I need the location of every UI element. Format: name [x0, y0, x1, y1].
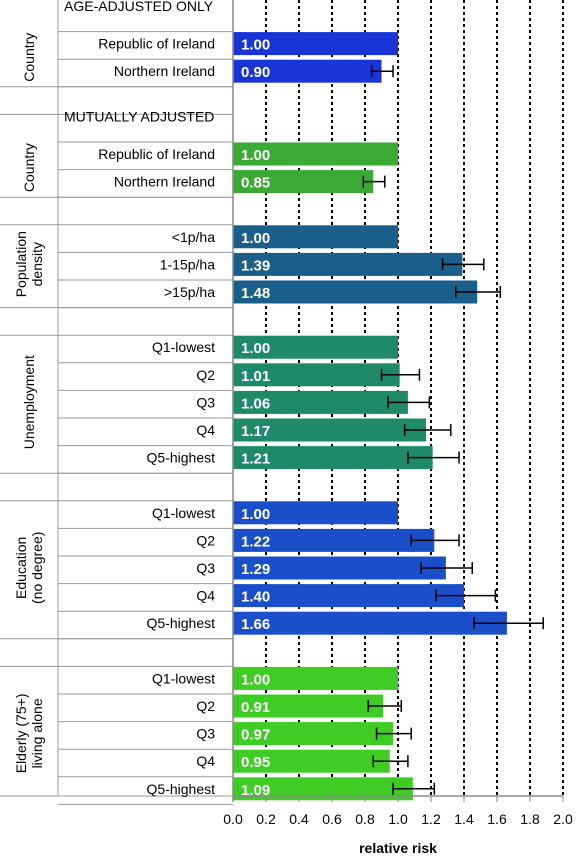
row-label: >15p/ha [164, 284, 215, 300]
row-label: Q2 [196, 367, 215, 383]
bar-value-label: 1.00 [241, 340, 270, 357]
bar [233, 446, 433, 470]
row-label: Q5-highest [147, 781, 216, 797]
row-label: <1p/ha [172, 229, 215, 245]
group-label: Education(no degree) [13, 532, 45, 604]
group-label-line: (no degree) [29, 532, 45, 604]
group-label-line: Country [21, 33, 37, 82]
bar [233, 556, 446, 580]
group-label: Unemployment [21, 355, 37, 449]
row-label: Q2 [196, 532, 215, 548]
bar [233, 418, 427, 442]
row-label: Q3 [196, 394, 215, 410]
bar-value-label: 0.91 [241, 699, 270, 716]
row-label: 1-15p/ha [160, 256, 215, 272]
row-label: Q4 [196, 753, 215, 769]
bar-value-label: 0.85 [241, 175, 270, 192]
bar-value-label: 1.00 [241, 671, 270, 688]
bar [233, 59, 382, 83]
x-tick-label: 1.8 [520, 811, 540, 827]
bar-value-label: 1.39 [241, 257, 270, 274]
x-tick-label: 0.2 [256, 811, 276, 827]
bar-value-label: 1.09 [241, 782, 270, 799]
bar [233, 584, 464, 608]
bar [233, 225, 398, 249]
group-label-line: Population [13, 231, 29, 297]
group-label-line: density [29, 242, 45, 286]
bar-value-label: 1.00 [241, 37, 270, 54]
bar [233, 611, 507, 635]
row-label: Q4 [196, 588, 215, 604]
bar [233, 501, 398, 525]
bar-value-label: 1.21 [241, 451, 270, 468]
row-label: Q1-lowest [152, 339, 215, 355]
group-label-line: Education [13, 537, 29, 599]
bar [233, 722, 394, 746]
bar [233, 363, 400, 387]
bar [233, 390, 408, 414]
row-label: Q5-highest [147, 615, 216, 631]
bar [233, 777, 413, 801]
bar-value-label: 1.22 [241, 533, 270, 550]
x-tick-label: 1.4 [454, 811, 474, 827]
bar [233, 142, 398, 166]
row-label: Q4 [196, 422, 215, 438]
row-label: Q3 [196, 726, 215, 742]
x-tick-label: 1.6 [487, 811, 507, 827]
bar-value-label: 1.00 [241, 147, 270, 164]
bar-value-label: 1.40 [241, 589, 270, 606]
group-label: Country [21, 143, 37, 192]
group-label: Country [21, 33, 37, 82]
x-tick-label: 1.0 [388, 811, 408, 827]
x-tick-label: 1.2 [421, 811, 441, 827]
bar-value-label: 1.00 [241, 230, 270, 247]
bar-value-label: 0.95 [241, 754, 270, 771]
bar-value-label: 1.01 [241, 368, 270, 385]
row-label: Republic of Ireland [98, 146, 215, 162]
section-heading: AGE-ADJUSTED ONLY [64, 0, 214, 14]
row-label: Republic of Ireland [98, 36, 215, 52]
row-label: Q3 [196, 560, 215, 576]
group-label: Elderly (75+)living alone [13, 694, 45, 774]
bar [233, 528, 435, 552]
x-tick-label: 0.6 [322, 811, 342, 827]
bar-value-label: 1.48 [241, 285, 270, 302]
row-label: Q5-highest [147, 450, 216, 466]
row-label: Northern Ireland [114, 174, 215, 190]
bar [233, 170, 374, 194]
bar-value-label: 1.06 [241, 395, 270, 412]
group-label-line: Unemployment [21, 355, 37, 449]
group-label-line: living alone [29, 698, 45, 768]
bar [233, 666, 398, 690]
x-tick-label: 0.0 [223, 811, 243, 827]
group-label: Populationdensity [13, 231, 45, 297]
row-label: Q1-lowest [152, 505, 215, 521]
x-axis-label: relative risk [359, 840, 437, 856]
group-label-line: Elderly (75+) [13, 694, 29, 774]
group-label-line: Country [21, 143, 37, 192]
bar-value-label: 0.90 [241, 64, 270, 81]
bar-value-label: 1.66 [241, 616, 270, 633]
bar [233, 252, 463, 276]
bar [233, 280, 478, 304]
bar [233, 32, 398, 56]
bar [233, 694, 384, 718]
x-tick-label: 2.0 [553, 811, 573, 827]
bar [233, 335, 398, 359]
x-tick-label: 0.8 [355, 811, 375, 827]
bar-value-label: 1.17 [241, 423, 270, 440]
row-label: Q2 [196, 698, 215, 714]
row-label: Q1-lowest [152, 670, 215, 686]
bar-value-label: 1.29 [241, 561, 270, 578]
bar-value-label: 0.97 [241, 727, 270, 744]
section-heading: MUTUALLY ADJUSTED [64, 108, 214, 124]
bar [233, 749, 390, 773]
x-tick-label: 0.4 [289, 811, 309, 827]
bar-value-label: 1.00 [241, 506, 270, 523]
row-label: Northern Ireland [114, 63, 215, 79]
